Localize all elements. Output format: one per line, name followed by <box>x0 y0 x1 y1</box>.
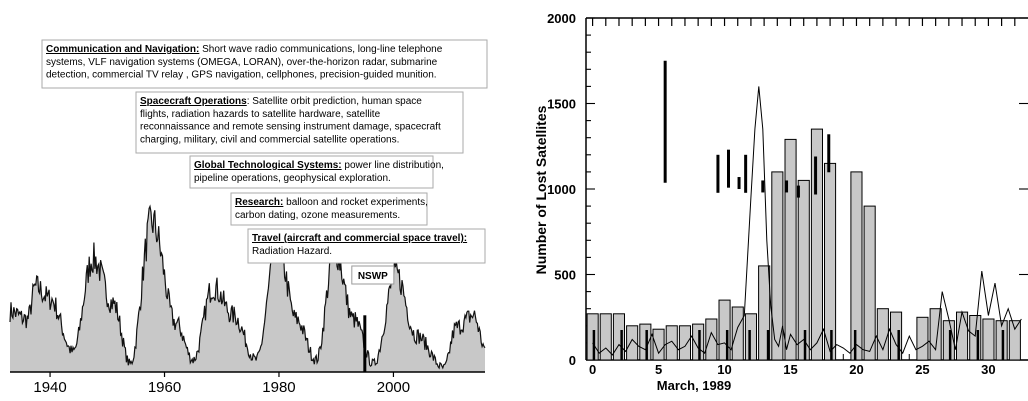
x-tick-label: 1940 <box>33 379 66 396</box>
annotation-text: Global Technological Systems: power line… <box>194 160 444 171</box>
bar <box>916 316 929 361</box>
x-tick-label: 30 <box>981 362 995 377</box>
annotation-box <box>135 91 464 154</box>
annotation-line: detection, commercial TV relay , GPS nav… <box>46 70 437 81</box>
lost-satellites-chart: 0 500 1000 1500 2000 0 5 10 15 20 25 30 March, 1989 N… <box>533 11 1028 393</box>
y-tick-label: 1000 <box>547 182 576 197</box>
annotation-heading: Communication and Navigation: <box>46 44 199 55</box>
bar <box>665 325 678 361</box>
annotation-heading: Travel (aircraft and commercial space tr… <box>252 233 467 244</box>
annotation-box <box>189 155 434 189</box>
bar <box>797 179 810 361</box>
annotation-line: carbon dating, ozone measurements. <box>235 210 400 221</box>
annotation-box <box>41 39 488 89</box>
sunspot-line <box>9 204 486 370</box>
bar <box>942 320 955 361</box>
annotation-text: Spacecraft Operations: Satellite orbit p… <box>140 96 422 107</box>
annotation-line: reconnaissance and remote sensing instru… <box>140 122 441 133</box>
y-axis-label: Number of Lost Satellites <box>533 105 549 274</box>
bar <box>995 320 1008 361</box>
annotation-text: Travel (aircraft and commercial space tr… <box>252 233 467 244</box>
annotation-line: balloon and rocket experiments, <box>283 197 428 208</box>
x-tick-label: 10 <box>717 362 731 377</box>
x-tick-label: 5 <box>655 362 662 377</box>
bar <box>824 162 837 361</box>
annotation-line: charging, military, civil and commercial… <box>140 134 399 145</box>
bar <box>705 318 718 361</box>
annotation-line: Short wave radio communications, long-li… <box>199 44 442 55</box>
sunspot-area <box>10 206 485 372</box>
bar <box>731 306 744 361</box>
y-tick-label: 500 <box>554 268 576 283</box>
x-tick-label: 15 <box>783 362 797 377</box>
annotation-box <box>247 228 486 264</box>
bar <box>876 308 889 361</box>
annotation-heading: Research: <box>235 197 283 208</box>
bar <box>626 325 639 361</box>
annotation-box <box>230 192 428 226</box>
annotation-line: pipeline operations, geophysical explora… <box>194 173 391 184</box>
nswp-label: NSWP <box>358 271 388 282</box>
annotation-heading: Global Technological Systems: <box>194 160 342 171</box>
bar <box>850 171 863 361</box>
annotation-line: flights, radiation hazards to satellite … <box>140 109 381 120</box>
bar <box>758 265 771 361</box>
solar-cycle-chart: 1940 1960 1980 2000 NSWP <box>9 204 486 396</box>
y-tick-label: 2000 <box>547 11 576 26</box>
bar <box>718 299 731 361</box>
bar <box>810 128 824 361</box>
x-tick-label: 2000 <box>377 379 410 396</box>
bar <box>612 313 626 361</box>
annotation-text: Communication and Navigation: Short wave… <box>46 44 443 55</box>
bar <box>744 313 758 361</box>
annotation-line: Radiation Hazard. <box>252 246 332 257</box>
bar <box>890 311 903 361</box>
bar <box>863 205 876 361</box>
bar <box>639 323 652 361</box>
x-tick-label: 1980 <box>262 379 295 396</box>
bar <box>929 308 942 361</box>
bar <box>599 313 612 361</box>
bar <box>586 313 599 361</box>
x-axis-label: March, 1989 <box>657 378 731 393</box>
bar <box>652 328 665 361</box>
y-tick-label: 0 <box>569 353 576 368</box>
bar <box>771 171 784 361</box>
y-tick-label: 1500 <box>547 97 576 112</box>
index-line <box>592 86 1022 356</box>
nswp-label-box <box>351 265 395 285</box>
x-tick-label: 1960 <box>148 379 181 396</box>
bar <box>692 323 705 361</box>
impact-annotations: Communication and Navigation: Short wave… <box>41 39 488 264</box>
annotation-line: systems, VLF navigation systems (OMEGA, … <box>46 57 438 68</box>
annotation-text: Research: balloon and rocket experiments… <box>235 197 428 208</box>
bar <box>678 325 692 361</box>
annotation-line: : Satellite orbit prediction, human spac… <box>247 96 423 107</box>
bar <box>969 315 982 361</box>
x-tick-label: 20 <box>849 362 863 377</box>
x-tick-label: 25 <box>915 362 929 377</box>
annotation-heading: Spacecraft Operations <box>140 96 247 107</box>
x-tick-label: 0 <box>589 362 596 377</box>
bar <box>784 138 797 361</box>
bar <box>982 318 995 361</box>
annotation-line: power line distribution, <box>342 160 444 171</box>
bar <box>1008 320 1021 361</box>
